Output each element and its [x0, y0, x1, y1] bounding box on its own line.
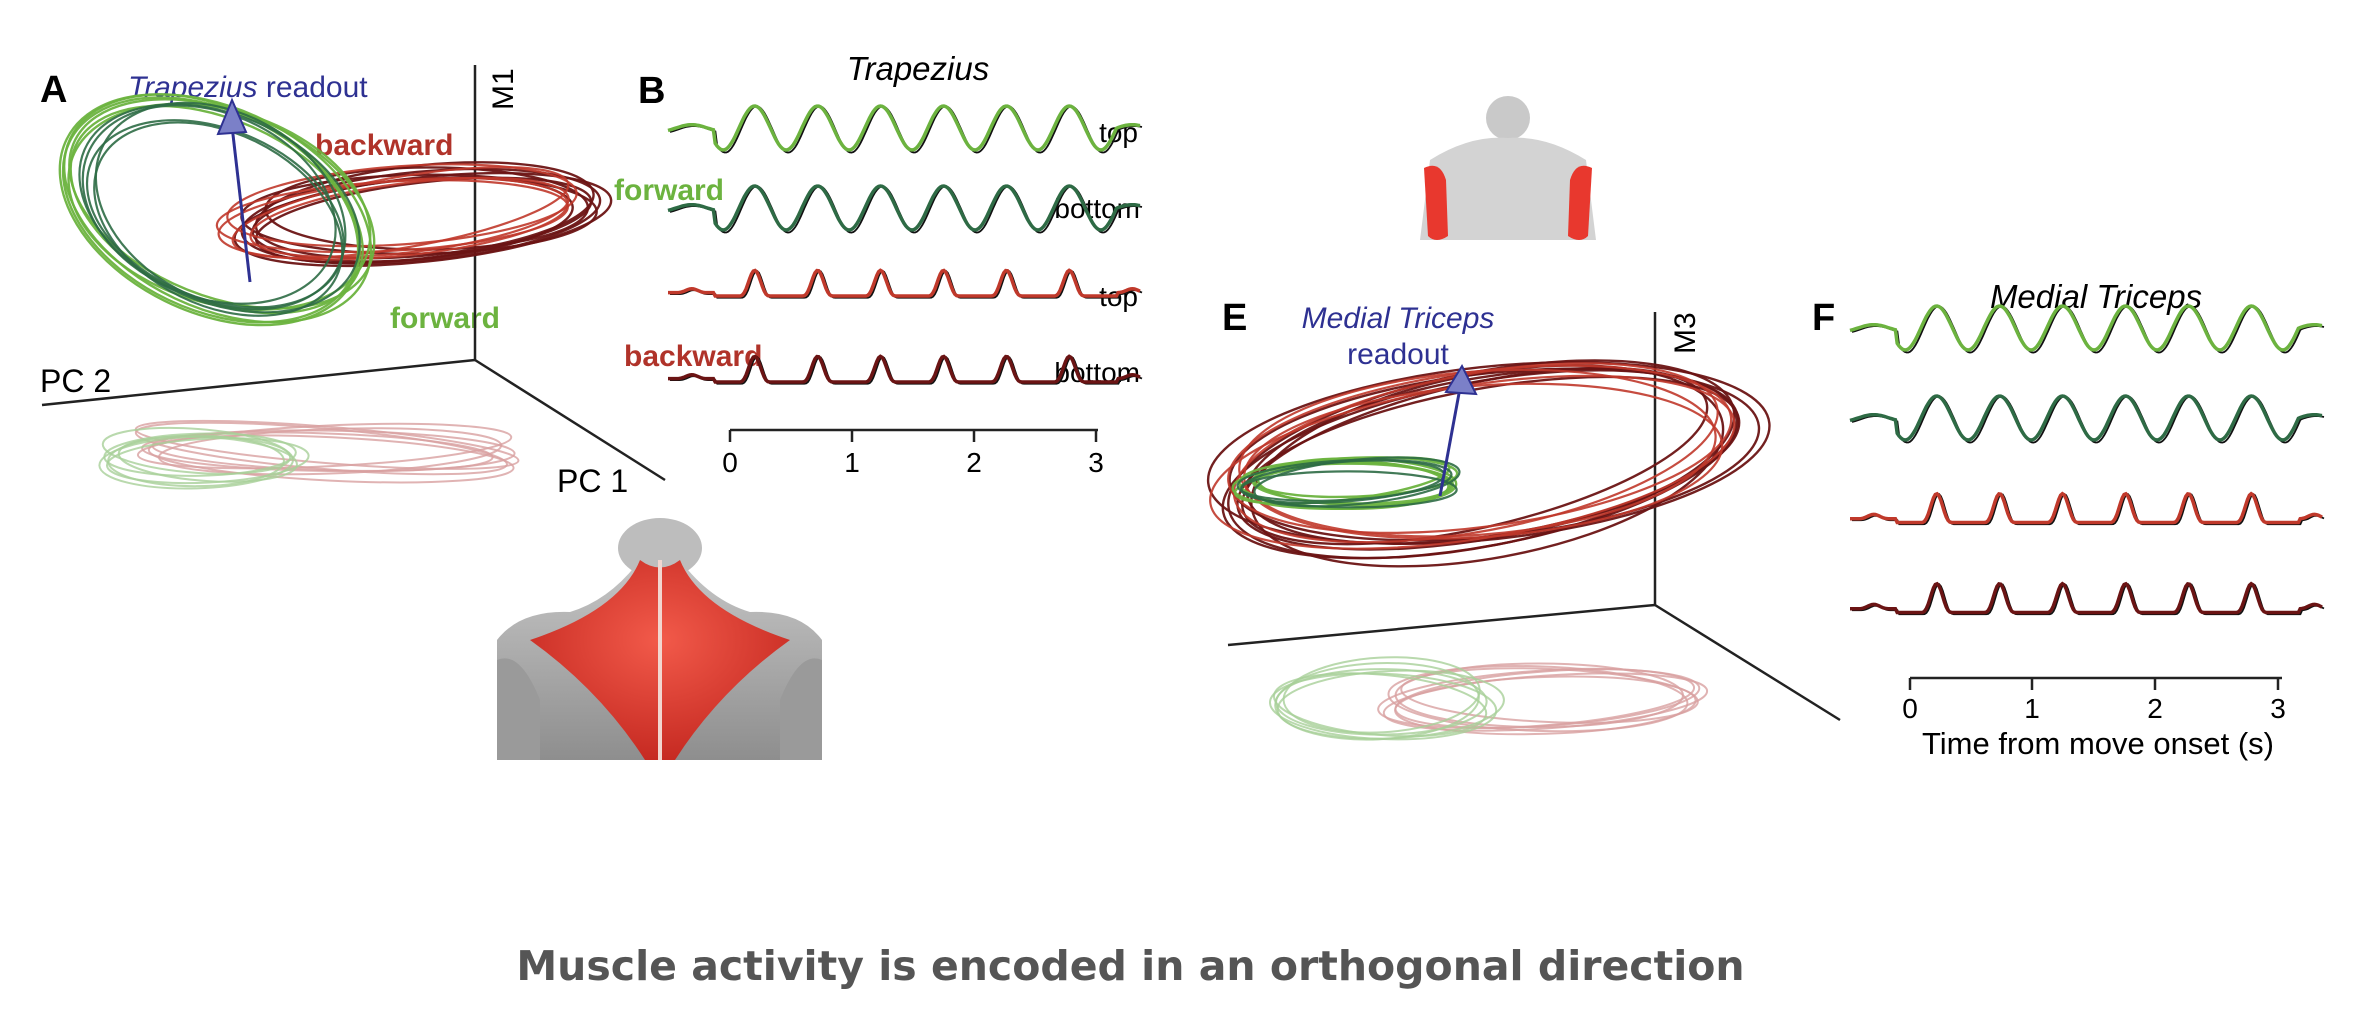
trace-backward-bottom-readout [1850, 581, 2323, 615]
head-shape-2 [1486, 96, 1530, 140]
trace-label-top-1: top [1099, 117, 1138, 148]
axis-label-m1: M1 [487, 68, 520, 110]
panel-letter-e: E [1222, 297, 1247, 339]
backward-loop [1238, 368, 1717, 538]
forward-loop [1253, 456, 1461, 508]
shadow-loop [1400, 667, 1699, 724]
tick-label-f-2: 2 [2147, 693, 2163, 724]
panel-letter-b: B [638, 70, 665, 112]
shadow-loop [134, 421, 508, 476]
tick-label-f-3: 3 [2270, 693, 2286, 724]
tick-label-b-1: 1 [844, 447, 860, 478]
panel-f: F Medial Triceps 0 1 2 3 Time from move … [1812, 278, 2325, 761]
forward-loop [78, 103, 361, 314]
torso-shape [1420, 137, 1596, 240]
tick-label-f-0: 0 [1902, 693, 1918, 724]
label-backward-b: backward [624, 340, 762, 373]
trace-forward-top-readout [1849, 304, 2323, 352]
backward-loop [231, 166, 570, 259]
forward-loop [93, 121, 344, 317]
trace-forward-bottom-readout [667, 184, 1141, 232]
shadow-loop [117, 435, 298, 483]
readout-label-line1: Medial Triceps [1302, 302, 1495, 335]
right-triceps [1568, 165, 1592, 240]
emg-traces-b [667, 104, 1143, 385]
trace-label-bottom-1: bottom [1054, 193, 1140, 224]
axis-pc1-e [1654, 603, 1841, 722]
readout-arrow-shaft-a [230, 125, 252, 283]
axis-pc2 [41, 358, 476, 407]
shadow-loop [1394, 675, 1697, 736]
trace-forward-bottom-readout [1849, 394, 2323, 442]
shadow-loop [1282, 656, 1481, 734]
triceps-anatomy-image [1420, 96, 1596, 240]
shadow-loop [1276, 669, 1505, 740]
left-triceps [1424, 165, 1448, 240]
trace-backward-bottom-readout [668, 354, 1141, 384]
trajectory-loops-e [1206, 359, 1771, 568]
backward-loop [249, 176, 570, 259]
shadow-loop [103, 432, 297, 477]
tick-label-b-3: 3 [1088, 447, 1104, 478]
backward-loop [215, 179, 569, 254]
axis-label-pc2: PC 2 [40, 363, 111, 399]
panel-a: A Trapezius readout M1 PC 2 PC 1 backwar… [40, 65, 666, 499]
axis-pc1 [474, 358, 666, 482]
axis-label-m3: M3 [1669, 312, 1702, 354]
tick-label-f-1: 1 [2024, 693, 2040, 724]
shadow-loop [1382, 672, 1709, 732]
tick-label-b-0: 0 [722, 447, 738, 478]
projection-shadow-a [98, 419, 520, 490]
trajectory-loops-a [58, 93, 613, 327]
shadow-loop [136, 422, 513, 470]
projection-shadow-e [1268, 656, 1709, 741]
forward-loop [85, 119, 345, 309]
label-forward: forward [390, 302, 500, 335]
backward-loop [226, 163, 578, 248]
shadow-loop [1268, 672, 1498, 741]
trapezius-anatomy-image [495, 518, 825, 760]
readout-arrow-head-a [216, 97, 248, 136]
figure-caption: Muscle activity is encoded in an orthogo… [516, 942, 1745, 990]
panel-letter-a: A [40, 69, 67, 111]
trace-forward-top-readout [667, 104, 1141, 152]
shadow-loop [1377, 667, 1696, 730]
shadow-loop [101, 426, 292, 475]
axis-label-pc1: PC 1 [557, 463, 628, 499]
shadow-loop [147, 434, 515, 484]
readout-arrow-shaft-e [1438, 387, 1462, 497]
title-trapezius: Trapezius [847, 50, 989, 87]
x-axis-label-f: Time from move onset (s) [1922, 726, 2274, 761]
emg-traces-f [1849, 304, 2325, 616]
axis-pc2-e [1227, 603, 1656, 647]
label-forward-b: forward [614, 174, 724, 207]
shadow-loop [105, 437, 310, 485]
trace-backward-top-readout [1850, 491, 2323, 525]
readout-label-line2: readout [1347, 338, 1449, 371]
label-backward: backward [315, 129, 453, 162]
tick-label-b-2: 2 [966, 447, 982, 478]
panel-letter-f: F [1812, 297, 1835, 339]
backward-loop [1206, 361, 1771, 546]
readout-arrow-head-e [1444, 363, 1478, 396]
title-medial-triceps: Medial Triceps [1990, 278, 2202, 315]
panel-b: B Trapezius forward backward top bottom … [614, 50, 1143, 478]
panel-e: E Medial Triceps readout M3 [1206, 297, 1841, 741]
shadow-loop [1275, 668, 1488, 736]
shadow-loop [1387, 665, 1689, 733]
trace-backward-top-readout [668, 268, 1141, 298]
